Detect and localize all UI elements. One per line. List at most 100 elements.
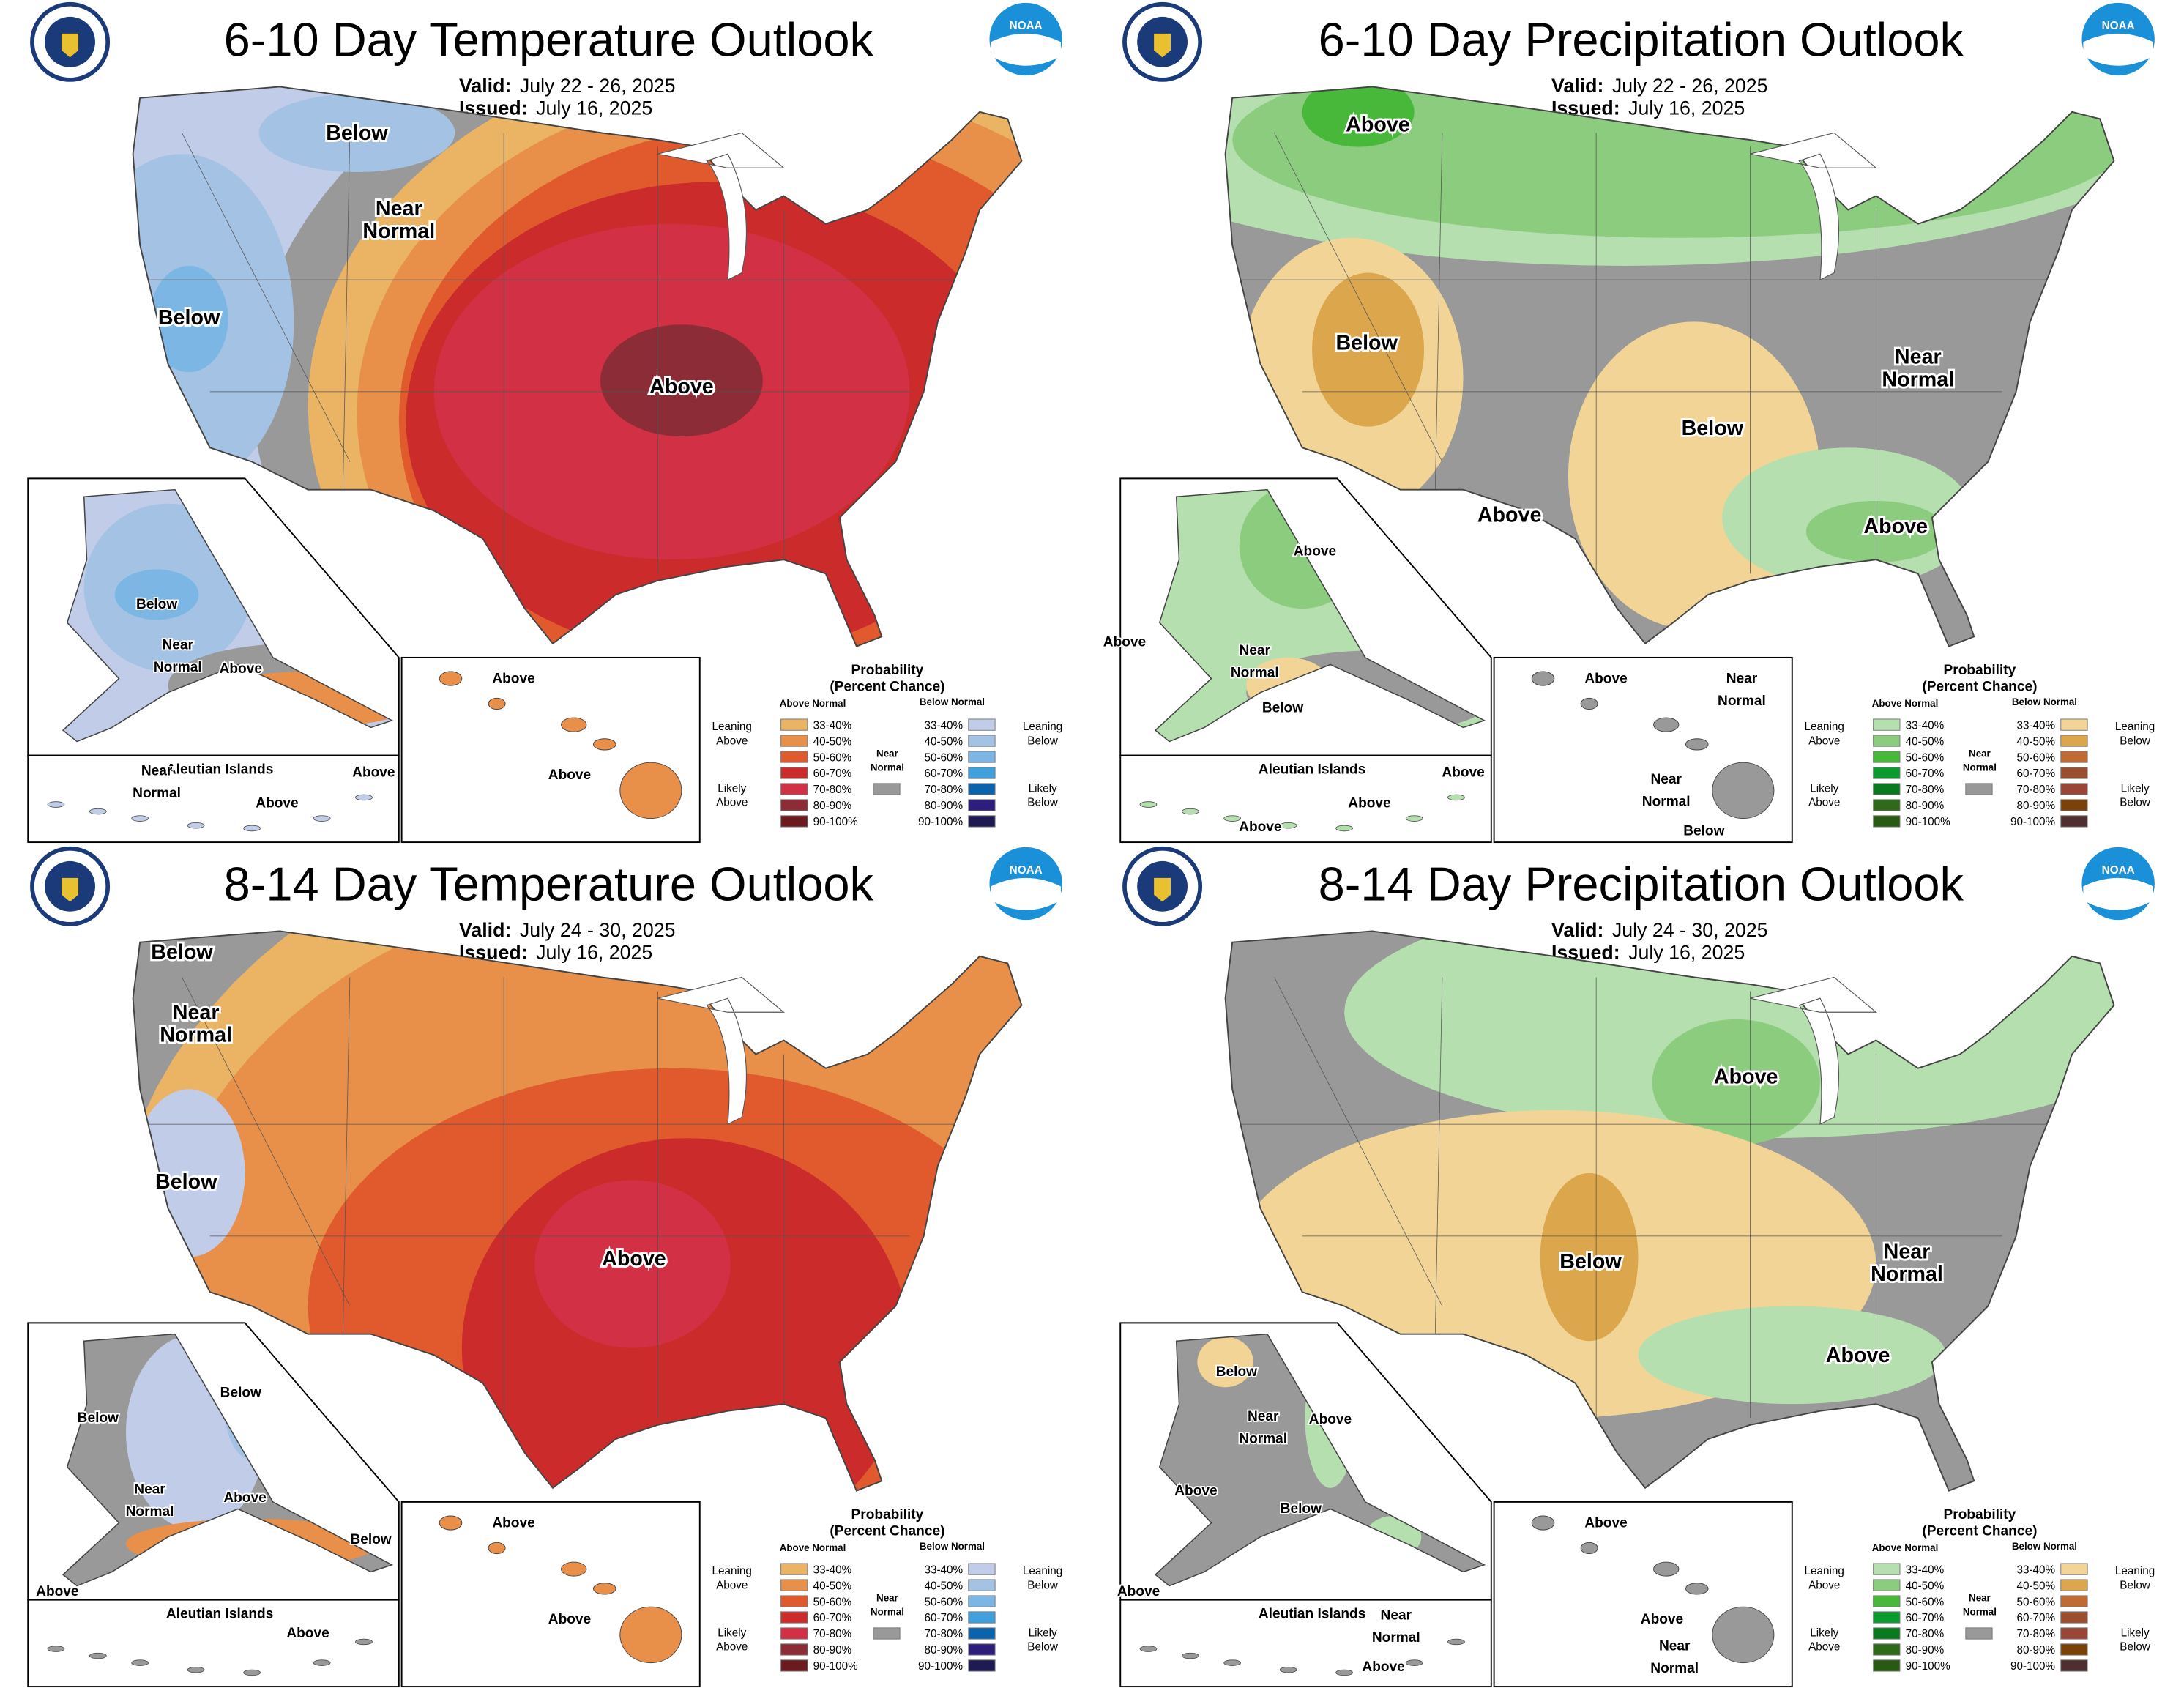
legend-title: Probability: [1944, 663, 2016, 678]
hawaii-region-label: Above: [548, 767, 591, 783]
probability-legend: Probability (Percent Chance) Above Normal B…: [712, 663, 1063, 828]
hawaii-island: [439, 671, 463, 686]
aleutian-island: [243, 825, 261, 832]
conus-region-label: Below: [326, 122, 388, 145]
aleutian-region-label: Above: [1362, 1659, 1404, 1675]
conus-region-label: Below: [1335, 332, 1398, 355]
great-lakes: [657, 976, 786, 1126]
legend-likely-above: Likely Above: [1808, 782, 1840, 808]
conus-region-label-line: Below: [155, 1170, 217, 1194]
aleutian-island: [89, 808, 107, 815]
aleutian-island: [187, 1666, 205, 1673]
aleutian-inset-frame: [27, 754, 400, 844]
aleutian-inset-title: Aleutian Islands: [1259, 1606, 1365, 1621]
legend-range-above: 40-50%: [813, 735, 852, 748]
hawaii-region-label-line: Above: [548, 767, 591, 783]
alaska-region-label-line: Near: [134, 1481, 165, 1497]
legend-range-above: 60-70%: [813, 767, 852, 780]
probability-legend: Probability (Percent Chance) Above Normal B…: [1805, 1507, 2155, 1673]
conus-region-label: Above: [1346, 114, 1410, 137]
aleutian-island: [313, 815, 331, 822]
conus-region-label-line: Above: [1826, 1344, 1890, 1367]
legend-likely-above: Likely Above: [1808, 1626, 1840, 1653]
legend-title: Probability: [851, 1507, 924, 1522]
issued-line: Issued: July 16, 2025: [459, 942, 652, 964]
alaska-outline: [62, 488, 394, 743]
probability-region: [1302, 86, 1415, 147]
department-of-commerce-seal-icon: [30, 846, 111, 926]
noaa-logo-text: NOAA: [2102, 864, 2135, 877]
legend-range-below: 33-40%: [2016, 1564, 2055, 1576]
alaska-region-label-line: Near: [1248, 1409, 1279, 1424]
alaska-region-label-line: Near: [1239, 643, 1270, 658]
alaska-region-label: Near Normal: [126, 1481, 174, 1520]
alaska-region-label: Above: [1117, 1584, 1160, 1599]
conus-region-label: Below: [1559, 1250, 1622, 1274]
legend-range-below: 60-70%: [2016, 1612, 2055, 1624]
great-lakes: [657, 132, 786, 281]
legend-range-below: 90-100%: [918, 1660, 964, 1673]
legend-range-below: 80-90%: [2016, 800, 2055, 812]
legend-word: Above: [716, 1640, 748, 1653]
legend-word: Below: [2120, 1579, 2151, 1591]
conus-region-label-line: Normal: [1871, 1263, 1943, 1286]
aleutian-region-label: Above: [1348, 795, 1390, 811]
legend-word: Likely: [1029, 782, 1057, 795]
page-title: 6-10 Day Temperature Outlook: [224, 12, 874, 66]
hawaii-region-label: Above: [1584, 1515, 1627, 1531]
alaska-region-label-line: Below: [1216, 1364, 1257, 1380]
legend-range-above: 50-60%: [813, 1596, 852, 1608]
legend-swatch-below: [968, 718, 996, 731]
legend-range-above: 60-70%: [1906, 1612, 1945, 1624]
outlook-map-8-14-temperature: NOAA 8-14 Day Temperature Outlook Valid: Ju…: [27, 846, 1062, 1688]
hawaii-region-label-line: Below: [1683, 824, 1724, 839]
great-lakes: [1750, 132, 1878, 281]
legend-below-header: Below Normal: [2012, 696, 2077, 707]
noaa-wave: [2083, 33, 2153, 66]
legend-swatch-below: [968, 799, 996, 811]
legend-word: Below: [1027, 735, 1059, 747]
legend-leaning-below: Leaning Below: [2115, 721, 2155, 747]
issued-line: Issued: July 16, 2025: [459, 97, 652, 119]
alaska-region-label: Above: [220, 661, 262, 677]
legend-swatch-below: [2060, 1659, 2088, 1672]
legend-range-below: 40-50%: [924, 1580, 963, 1592]
aleutian-region-label-line: Above: [352, 765, 395, 780]
legend-range-above: 90-100%: [1906, 1660, 1951, 1673]
hawaii-region-label-line: Above: [1584, 1515, 1627, 1531]
conus-region-label: Below: [158, 306, 220, 330]
legend-swatch-below: [968, 751, 996, 763]
legend-swatch-below: [2060, 1611, 2088, 1624]
noaa-logo-text: NOAA: [1010, 20, 1043, 32]
conus-region-label: Above: [1826, 1344, 1890, 1367]
noaa-wave: [2083, 877, 2153, 910]
legend-swatch-below: [2060, 1579, 2088, 1591]
legend-swatch-below: [2060, 1595, 2088, 1607]
legend-below-header: Below Normal: [920, 696, 985, 707]
hawaii-region-label: Near Normal: [1650, 1638, 1699, 1676]
hawaii-region-label-line: Above: [548, 1612, 591, 1627]
legend-near-normal: Near Normal: [1963, 748, 1997, 773]
legend-swatch-below: [968, 783, 996, 795]
outlook-map-8-14-precipitation: NOAA 8-14 Day Precipitation Outlook Valid:…: [1116, 846, 2155, 1688]
valid-label: Valid:: [1551, 75, 1603, 97]
aleutian-region-label-line: Above: [1362, 1659, 1404, 1675]
hawaii-island: [1653, 717, 1680, 732]
hawaii-region-label: Above: [1584, 671, 1627, 686]
aleutian-inset-frame: [1119, 754, 1492, 844]
legend-word: Leaning: [2115, 721, 2155, 733]
alaska-region-label-line: Below: [136, 597, 177, 612]
hawaii-island: [1531, 671, 1555, 686]
seal-shield: [1154, 877, 1171, 902]
legend-title: Probability: [851, 663, 924, 678]
legend-swatch-above: [1873, 718, 1901, 731]
aleutian-island: [1335, 1669, 1353, 1676]
legend-below-header: Below Normal: [920, 1541, 985, 1552]
alaska-region-label: Above: [1174, 1483, 1217, 1498]
conus-region-label: Below: [1682, 417, 1744, 440]
legend-range-above: 33-40%: [1906, 1564, 1945, 1576]
legend-swatch-above: [780, 1595, 808, 1607]
legend-swatch-below: [2060, 751, 2088, 763]
issued-date: July 16, 2025: [536, 942, 652, 964]
legend-word: Near: [876, 748, 898, 759]
